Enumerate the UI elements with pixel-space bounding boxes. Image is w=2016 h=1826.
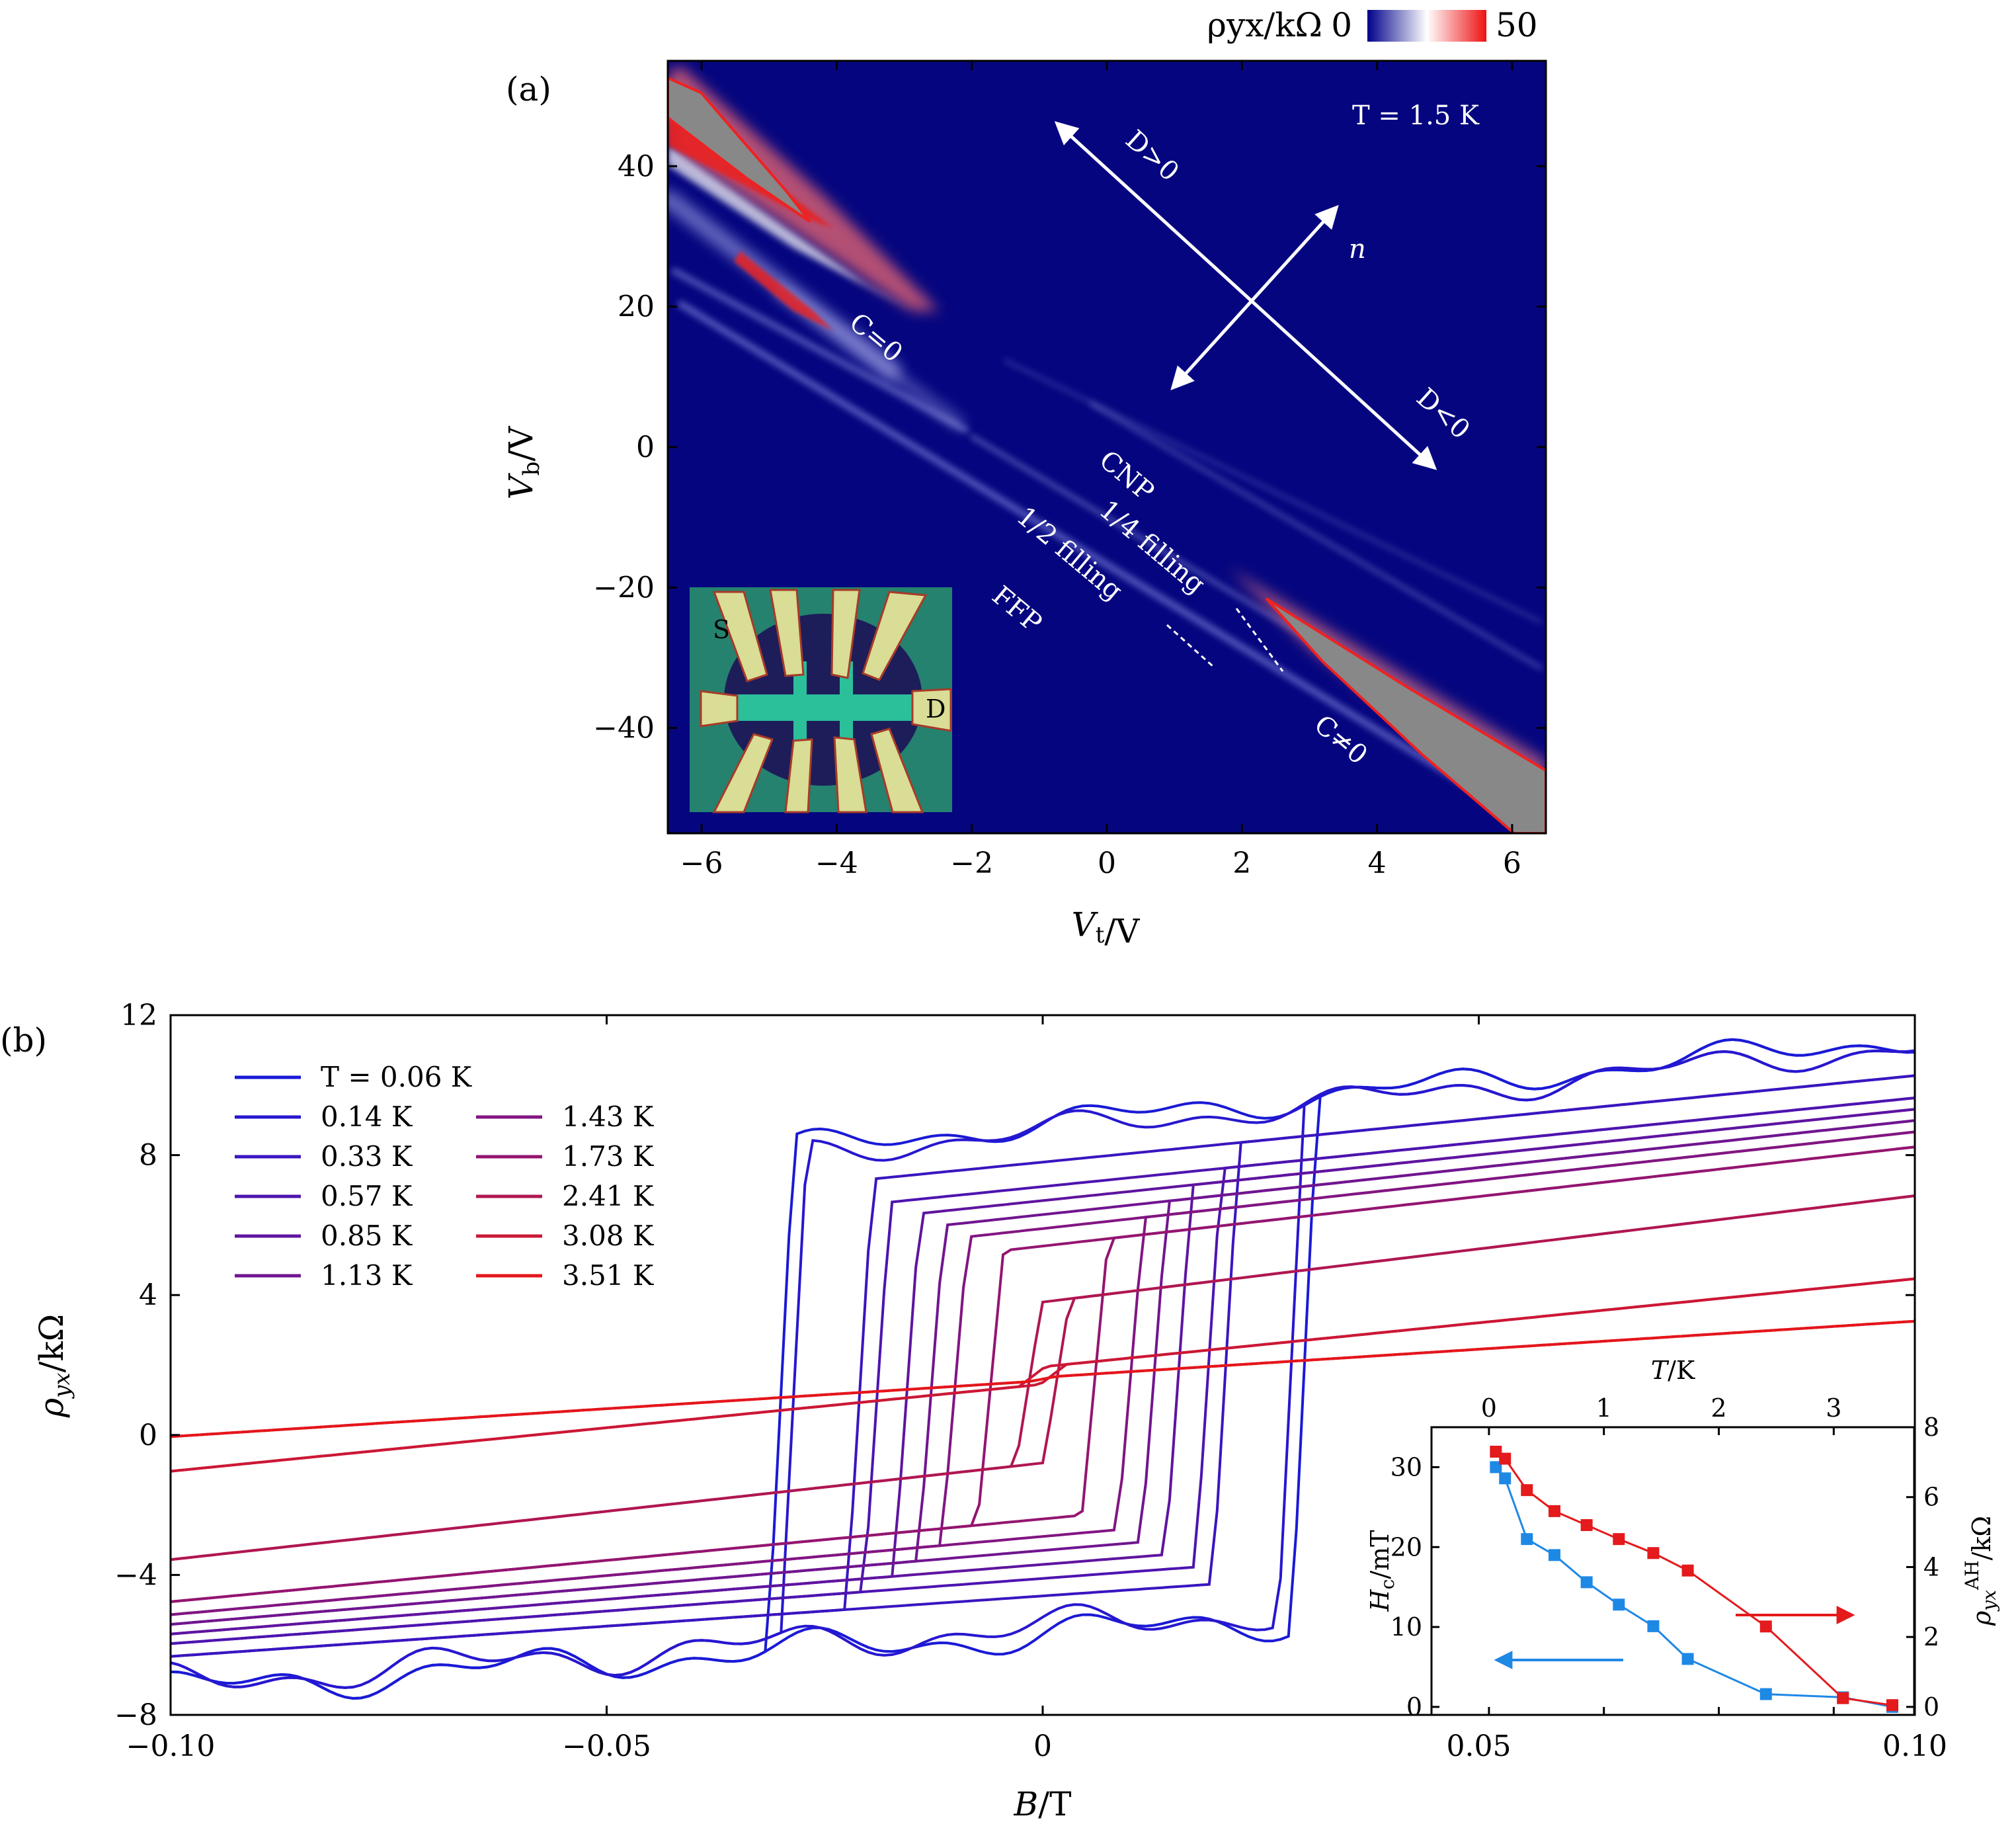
y-axis-label-b: ρyx/kΩ [32,1314,75,1418]
inset-right-y-label: ρyxAH/kΩ [1961,1516,2000,1626]
legend-entry: 2.41 K [562,1180,655,1212]
temperature-annotation: T = 1.5 K [1352,101,1480,131]
inset-hc-point [1499,1472,1511,1484]
loop-x-tick-label: −0.10 [126,1729,216,1763]
legend-entry: 1.43 K [562,1100,655,1133]
drain-label: D [926,694,946,724]
heatmap-y-tick-label: 0 [636,431,655,464]
loop-x-tick-label: 0.10 [1882,1729,1947,1763]
inset-ah-point [1613,1533,1625,1545]
heatmap-x-tick-label: 0 [1098,847,1116,880]
inset-right-tick-label: 8 [1923,1413,1939,1442]
inset-hc-point [1549,1549,1560,1561]
hall-bar [734,694,912,721]
inset-left-tick-label: 10 [1391,1612,1422,1641]
inset-hc-point [1760,1688,1772,1700]
figure: (a) ρyx/kΩ 0 50 −6 −4 −2 0 2 4 640200−20−40 T … [0,0,2016,1826]
colorbar-label: ρyx/kΩ [1207,6,1322,44]
inset-left-tick-label: 20 [1391,1532,1422,1561]
y-axis-label-a: Vb/V [502,426,545,500]
inset-x-tick-label: 0 [1481,1393,1497,1423]
inset-frame [1431,1427,1914,1715]
inset-right-tick-label: 0 [1923,1692,1939,1722]
heatmap-y-tick-label: 20 [618,290,655,324]
loop-y-tick-label: 12 [120,999,157,1032]
inset-hc-point [1682,1653,1694,1665]
heatmap-x-tick-label: 4 [1368,847,1387,880]
panel-a-label: (a) [506,70,551,108]
inset-hc-point [1581,1576,1593,1588]
loop-y-tick-label: −8 [114,1698,157,1732]
inset-left-tick-label: 0 [1406,1692,1422,1722]
loop-x-tick-label: 0 [1033,1729,1052,1763]
loop-y-tick-label: 4 [139,1278,157,1312]
legend-entry: 3.08 K [562,1220,655,1252]
heatmap-x-tick-label: 6 [1503,847,1521,880]
heatmap-x-tick-label: −4 [815,847,858,880]
heatmap-y-tick-label: 40 [618,149,655,183]
loop-y-tick-label: 0 [139,1419,157,1452]
inset-ah-point [1581,1519,1593,1531]
inset-ah-point [1682,1565,1694,1577]
heatmap-x-tick-label: −6 [680,847,723,880]
source-label: S [713,615,730,644]
inset-x-tick-label: 1 [1596,1393,1612,1423]
panel-b-label: (b) [0,1021,47,1059]
legend-entry: 0.14 K [321,1100,413,1133]
legend-entry: 0.57 K [321,1180,413,1212]
heatmap-x-tick-label: −2 [950,847,993,880]
legend-entry: 1.13 K [321,1259,413,1292]
inset-ah-point [1549,1505,1560,1517]
colorbar-min-label: 0 [1331,6,1352,44]
legend-entry: 0.85 K [321,1220,413,1252]
inset-left-tick-label: 30 [1391,1452,1422,1481]
loop-y-tick-label: −4 [114,1558,157,1592]
device-micrograph: S D [690,587,952,812]
inset-ah-point [1499,1453,1511,1465]
inset-x-tick-label: 2 [1711,1393,1726,1423]
n-label: n [1349,234,1366,265]
heatmap-y-tick-label: −40 [593,712,655,745]
inset-ah-point [1837,1692,1849,1704]
colorbar-gradient [1367,10,1486,42]
inset-ah-point [1760,1620,1772,1632]
heatmap-y-tick-label: −20 [593,571,655,604]
inset-right-tick-label: 6 [1923,1483,1939,1512]
inset-ah-point [1521,1484,1533,1496]
colorbar: ρyx/kΩ 0 50 [1207,6,1538,44]
inset-left-y-label: Hc/mT [1365,1530,1398,1612]
legend-entry: T = 0.06 K [321,1061,473,1093]
inset-ah-point [1647,1547,1659,1559]
inset-right-tick-label: 4 [1923,1552,1939,1581]
legend-entry: 1.73 K [562,1140,655,1173]
inset-hc-point [1647,1620,1659,1632]
colorbar-max-label: 50 [1496,6,1538,44]
inset-hc-point [1521,1533,1533,1545]
loop-x-tick-label: 0.05 [1447,1729,1512,1763]
legend-entry: 3.51 K [562,1259,655,1292]
legend-entry: 0.33 K [321,1140,413,1173]
heatmap-x-tick-label: 2 [1232,847,1251,880]
loop-x-tick-label: −0.05 [562,1729,651,1763]
inset-hc-point [1613,1598,1625,1610]
inset-right-tick-label: 2 [1923,1622,1939,1651]
inset-x-label: T/K [1651,1356,1695,1385]
inset-ah-point [1886,1699,1898,1711]
x-axis-label-a: Vt/V [1072,905,1141,950]
inset-x-tick-label: 3 [1826,1393,1841,1423]
loop-y-tick-label: 8 [139,1139,157,1173]
x-axis-label-b: B/T [1014,1785,1072,1823]
